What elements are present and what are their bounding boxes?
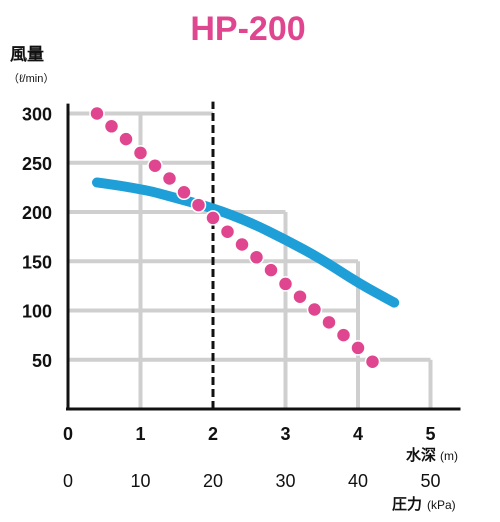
series-point-pink [263, 262, 279, 278]
y-tick-label: 50 [32, 351, 52, 371]
series-point-pink [350, 340, 366, 356]
series [89, 105, 400, 370]
x-tick-label: 0 [63, 424, 73, 444]
x-tick-label: 3 [280, 424, 290, 444]
x2-tick-label: 30 [275, 471, 295, 491]
series-point-pink [277, 276, 294, 292]
series-point-pink [147, 157, 163, 174]
series-point-pink [306, 301, 323, 318]
series-point-pink [132, 145, 149, 161]
series-point-pink [292, 288, 308, 305]
y-tick-labels: 300 250 200 150 100 50 [22, 105, 52, 371]
x-axis-label: 水深 [406, 446, 436, 464]
x-tick-label: 2 [208, 424, 218, 444]
series-point-pink [248, 249, 265, 266]
y-axis-label: 風量 [10, 44, 44, 65]
x2-tick-label: 0 [63, 471, 73, 491]
series-point-pink [89, 105, 105, 122]
axes [66, 101, 461, 411]
y-axis-unit: （ℓ/min） [8, 72, 54, 85]
y-tick-label: 300 [22, 105, 52, 125]
series-point-pink [234, 236, 250, 253]
x2-axis-unit: (kPa) [427, 498, 456, 512]
series-line-blue [92, 177, 400, 308]
y-tick-label: 150 [22, 252, 52, 272]
x2-tick-label: 10 [130, 471, 150, 491]
series-point-pink [190, 197, 207, 213]
x2-axis-label: 圧力 [392, 495, 422, 513]
series-point-pink [364, 353, 381, 370]
x2-tick-label: 40 [348, 471, 368, 491]
y-tick-label: 200 [22, 203, 52, 223]
x-tick-label: 1 [135, 424, 145, 444]
series-point-pink [103, 118, 120, 135]
series-point-pink [205, 210, 221, 226]
series-point-pink [335, 327, 352, 343]
x-tick-label: 5 [425, 424, 435, 444]
y-tick-label: 250 [22, 154, 52, 174]
x-tick-labels: 0 1 2 3 4 5 [63, 424, 436, 444]
x-tick-label: 4 [353, 424, 363, 444]
x2-tick-labels: 0 10 20 30 40 50 [63, 471, 441, 491]
series-point-pink [161, 170, 178, 187]
y-tick-label: 100 [22, 302, 52, 322]
series-point-pink [118, 131, 134, 147]
series-point-pink [321, 314, 337, 331]
chart-title: HP-200 [190, 10, 305, 48]
x2-tick-label: 20 [203, 471, 223, 491]
x-axis-unit: (m) [440, 449, 458, 463]
series-point-pink [176, 184, 192, 201]
series-point-pink [219, 223, 236, 240]
x2-tick-label: 50 [420, 471, 440, 491]
